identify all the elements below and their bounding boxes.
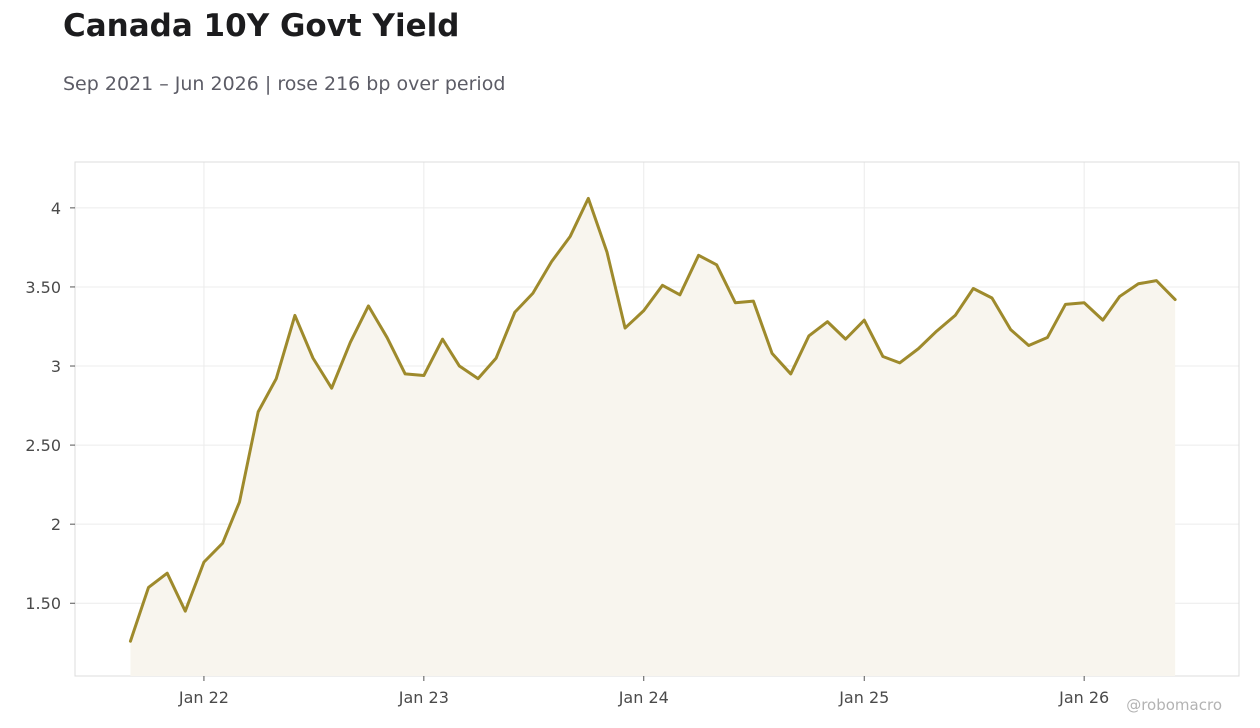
y-tick-label: 3.50 (25, 278, 61, 297)
y-tick-label: 1.50 (25, 594, 61, 613)
watermark: @robomacro (1126, 696, 1222, 714)
yield-line (128, 196, 1177, 643)
x-tick-label: Jan 26 (1058, 688, 1109, 707)
x-axis-ticks: Jan 22 Jan 23 Jan 24 Jan 25 Jan 26 (178, 676, 1109, 707)
x-tick-label: Jan 22 (178, 688, 229, 707)
x-tick-label: Jan 23 (398, 688, 449, 707)
chart-subtitle: Sep 2021 – Jun 2026 | rose 216 bp over p… (63, 73, 506, 95)
x-tick-label: Jan 24 (618, 688, 669, 707)
chart-title: Canada 10Y Govt Yield (63, 8, 460, 44)
yield-area (130, 198, 1176, 676)
y-tick-label: 2 (51, 515, 61, 534)
x-tick-label: Jan 25 (838, 688, 889, 707)
y-tick-label: 2.50 (25, 436, 61, 455)
y-tick-label: 3 (51, 357, 61, 376)
y-axis-ticks: 1.50 2 2.50 3 3.50 4 (25, 199, 75, 613)
y-tick-label: 4 (51, 199, 61, 218)
